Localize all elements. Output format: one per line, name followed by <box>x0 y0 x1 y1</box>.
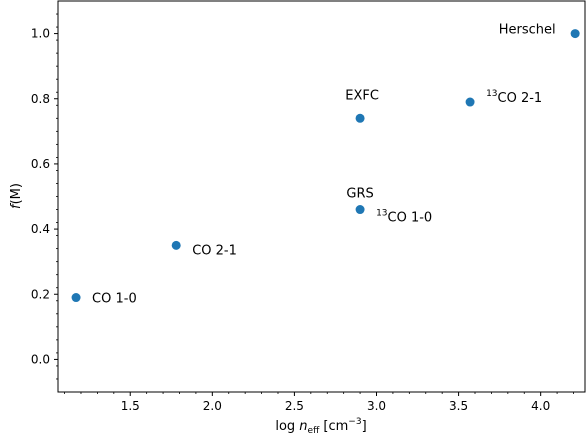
point-label: GRS <box>346 187 373 202</box>
point-label: CO 1-0 <box>92 292 137 307</box>
y-tick-label: 1.0 <box>31 27 50 41</box>
y-axis-ticks: 0.0 0.2 0.4 0.6 0.8 1.0 <box>31 13 58 380</box>
point-label: CO 2-1 <box>192 243 237 258</box>
y-tick-label: 0.6 <box>31 157 50 171</box>
data-point <box>171 240 181 250</box>
data-point <box>71 293 81 303</box>
point-label: EXFC <box>345 88 379 103</box>
y-tick-label: 0.0 <box>31 352 50 366</box>
x-tick-label: 3.0 <box>367 399 386 413</box>
x-tick-label: 3.5 <box>449 399 468 413</box>
x-tick-label: 2.5 <box>285 399 304 413</box>
x-axis-ticks: 1.5 2.0 2.5 3.0 3.5 4.0 <box>64 392 574 413</box>
data-point <box>570 29 580 39</box>
data-point <box>355 205 365 215</box>
y-axis-label: f(M) <box>9 183 24 209</box>
x-tick-label: 4.0 <box>531 399 550 413</box>
y-tick-label: 0.8 <box>31 92 50 106</box>
point-label: Herschel <box>499 23 556 38</box>
x-axis-label: log neff [cm−3] <box>275 417 366 436</box>
data-point <box>355 113 365 123</box>
y-tick-label: 0.2 <box>31 287 50 301</box>
point-label: 13CO 2-1 <box>486 89 542 106</box>
point-label: 13CO 1-0 <box>376 209 432 226</box>
y-tick-label: 0.4 <box>31 222 50 236</box>
data-point <box>465 97 475 107</box>
plot-area-frame <box>57 0 586 393</box>
x-tick-label: 1.5 <box>121 399 140 413</box>
data-points <box>71 29 580 303</box>
x-tick-label: 2.0 <box>203 399 222 413</box>
